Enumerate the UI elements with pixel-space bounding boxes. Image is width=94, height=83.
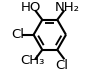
Text: Cl: Cl (11, 28, 24, 41)
Text: Cl: Cl (56, 59, 69, 72)
Text: NH₂: NH₂ (55, 1, 80, 14)
Text: CH₃: CH₃ (20, 54, 44, 67)
Text: HO: HO (21, 1, 41, 14)
